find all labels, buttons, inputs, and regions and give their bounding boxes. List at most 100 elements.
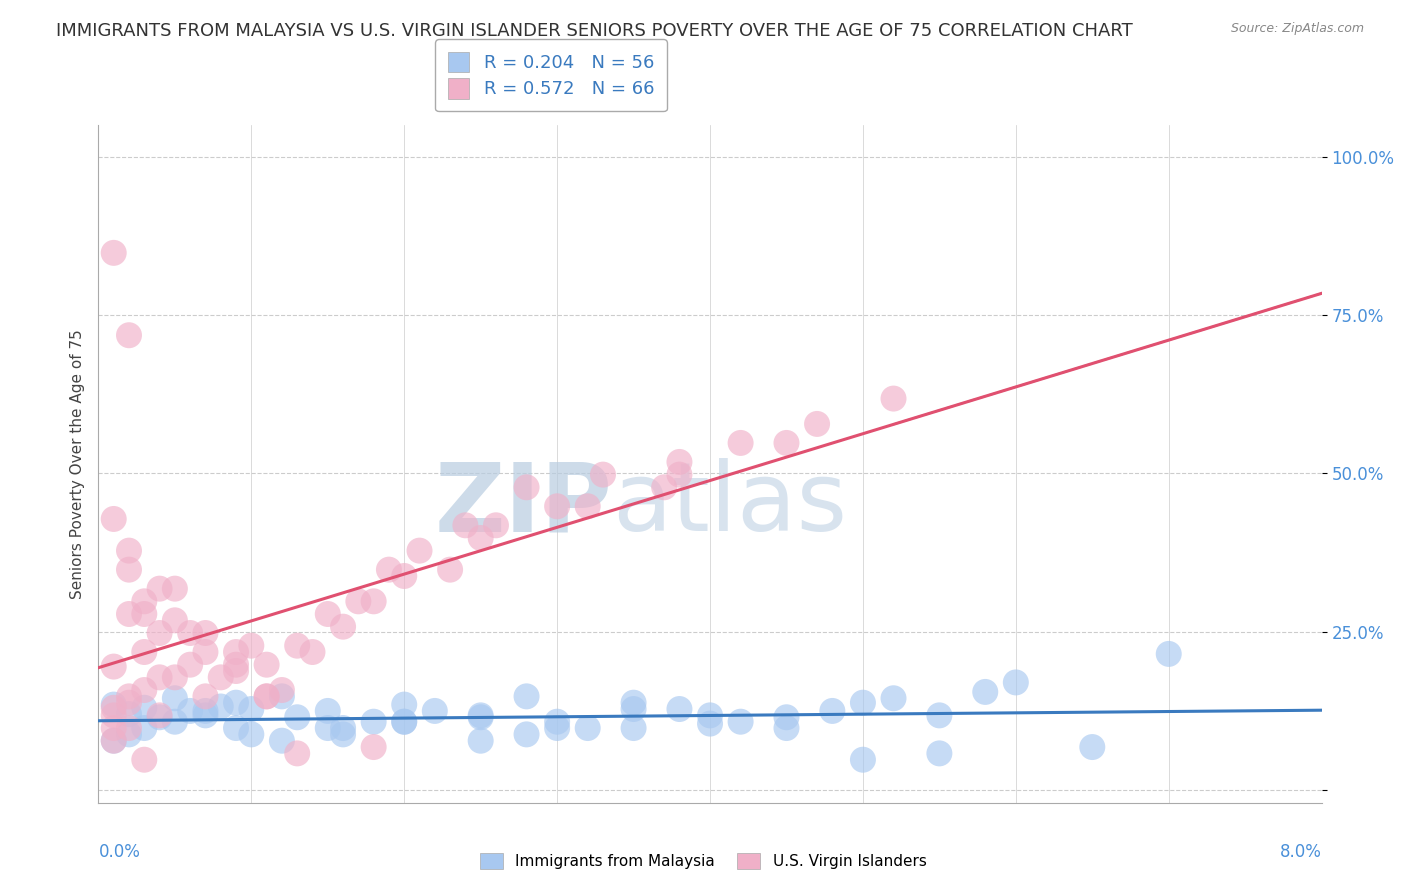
Point xyxy=(347,594,370,608)
Point xyxy=(103,659,125,673)
Point xyxy=(623,696,645,710)
Point xyxy=(454,518,477,533)
Point xyxy=(928,708,950,723)
Point xyxy=(883,691,905,706)
Point xyxy=(668,455,690,469)
Y-axis label: Seniors Poverty Over the Age of 75: Seniors Poverty Over the Age of 75 xyxy=(69,329,84,599)
Point xyxy=(332,727,354,741)
Point xyxy=(103,721,125,735)
Point xyxy=(332,620,354,634)
Point xyxy=(118,696,141,710)
Point xyxy=(134,607,156,621)
Point xyxy=(103,698,125,712)
Point xyxy=(134,594,156,608)
Point xyxy=(285,639,308,653)
Point xyxy=(103,700,125,714)
Text: 0.0%: 0.0% xyxy=(98,844,141,862)
Point xyxy=(392,714,416,729)
Point xyxy=(225,657,247,672)
Point xyxy=(103,733,125,747)
Point xyxy=(118,690,141,704)
Point xyxy=(179,704,201,718)
Point xyxy=(118,328,141,343)
Point xyxy=(270,733,294,747)
Legend: Immigrants from Malaysia, U.S. Virgin Islanders: Immigrants from Malaysia, U.S. Virgin Is… xyxy=(474,847,932,875)
Point xyxy=(332,721,354,735)
Point xyxy=(363,714,385,729)
Point xyxy=(1157,647,1180,661)
Point xyxy=(225,664,247,678)
Point xyxy=(163,714,186,729)
Point xyxy=(730,436,752,450)
Point xyxy=(821,704,844,718)
Text: 8.0%: 8.0% xyxy=(1279,844,1322,862)
Point xyxy=(149,670,172,684)
Point xyxy=(378,563,401,577)
Point xyxy=(118,727,141,741)
Point xyxy=(256,690,278,704)
Point xyxy=(103,512,125,526)
Point xyxy=(546,721,568,735)
Point xyxy=(194,626,217,640)
Point xyxy=(623,702,645,716)
Text: atlas: atlas xyxy=(612,458,848,551)
Point xyxy=(103,733,125,747)
Point xyxy=(883,392,905,406)
Legend: R = 0.204   N = 56, R = 0.572   N = 66: R = 0.204 N = 56, R = 0.572 N = 66 xyxy=(434,39,666,112)
Point xyxy=(194,690,217,704)
Point xyxy=(103,708,125,723)
Point xyxy=(392,698,416,712)
Point xyxy=(209,699,232,714)
Point xyxy=(516,690,538,704)
Point xyxy=(179,657,201,672)
Point xyxy=(470,708,492,723)
Point xyxy=(163,582,186,596)
Point xyxy=(516,727,538,741)
Point xyxy=(209,670,232,684)
Point xyxy=(623,721,645,735)
Point xyxy=(928,747,950,761)
Point xyxy=(775,710,797,724)
Point xyxy=(134,683,156,698)
Point xyxy=(149,626,172,640)
Point xyxy=(592,467,614,482)
Point xyxy=(423,704,446,718)
Point xyxy=(974,685,997,699)
Point xyxy=(270,690,294,704)
Point xyxy=(163,670,186,684)
Point xyxy=(240,639,263,653)
Point xyxy=(285,747,308,761)
Point xyxy=(699,708,721,723)
Point xyxy=(240,727,263,741)
Point xyxy=(240,702,263,716)
Point xyxy=(316,704,339,718)
Point xyxy=(775,721,797,735)
Point xyxy=(485,518,508,533)
Point xyxy=(668,702,690,716)
Point xyxy=(194,704,217,718)
Point xyxy=(270,683,294,698)
Point xyxy=(652,480,675,494)
Point xyxy=(149,582,172,596)
Point xyxy=(546,500,568,514)
Point xyxy=(301,645,323,659)
Point xyxy=(852,753,875,767)
Point xyxy=(225,645,247,659)
Point xyxy=(316,721,339,735)
Point xyxy=(194,645,217,659)
Point xyxy=(118,563,141,577)
Point xyxy=(285,710,308,724)
Text: Source: ZipAtlas.com: Source: ZipAtlas.com xyxy=(1230,22,1364,36)
Point xyxy=(470,710,492,724)
Point xyxy=(103,245,125,260)
Point xyxy=(179,626,201,640)
Point xyxy=(134,721,156,735)
Text: IMMIGRANTS FROM MALAYSIA VS U.S. VIRGIN ISLANDER SENIORS POVERTY OVER THE AGE OF: IMMIGRANTS FROM MALAYSIA VS U.S. VIRGIN … xyxy=(56,22,1133,40)
Point xyxy=(439,563,461,577)
Point xyxy=(852,696,875,710)
Point xyxy=(118,721,141,735)
Point xyxy=(134,700,156,714)
Point xyxy=(392,569,416,583)
Point xyxy=(470,733,492,747)
Point xyxy=(1081,739,1104,754)
